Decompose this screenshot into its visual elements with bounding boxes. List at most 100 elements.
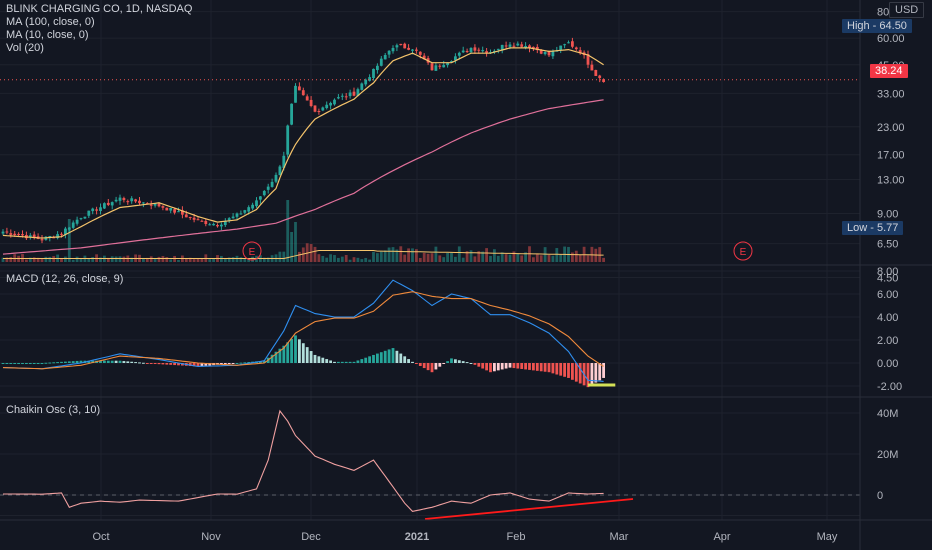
volume-bar xyxy=(9,257,13,262)
price-axis[interactable]: 4.506.509.0013.0017.0023.0033.0045.0060.… xyxy=(877,7,905,502)
volume-bar xyxy=(153,259,157,262)
candle-body xyxy=(184,214,188,218)
macd-histogram-bar xyxy=(142,362,145,364)
candle-body xyxy=(122,198,126,201)
volume-bar xyxy=(586,255,590,262)
time-axis[interactable]: Oct Nov Dec 2021 Feb Mar Apr May xyxy=(92,531,837,543)
candle-body xyxy=(532,46,535,49)
time-tick-label: 2021 xyxy=(405,531,429,543)
macd-tick-label: 4.00 xyxy=(877,312,898,324)
candle-body xyxy=(251,204,254,209)
macd-histogram-bar xyxy=(348,361,352,363)
macd-legend[interactable]: MACD (12, 26, close, 9) xyxy=(6,273,123,286)
candle-body xyxy=(461,50,465,53)
candle-body xyxy=(99,207,102,211)
volume-bar xyxy=(286,200,290,262)
volume-bars xyxy=(1,200,605,262)
volume-legend[interactable]: Vol (20) xyxy=(6,42,44,54)
chaikin-legend[interactable]: Chaikin Osc (3, 10) xyxy=(6,404,100,417)
candle-body xyxy=(578,50,582,54)
volume-bar xyxy=(99,257,102,262)
volume-bar xyxy=(161,256,165,262)
volume-bar xyxy=(446,252,449,262)
ma100-legend[interactable]: MA (100, close, 0) xyxy=(6,16,95,28)
candle-body xyxy=(543,52,547,55)
time-tick-label: Apr xyxy=(713,531,730,543)
currency-button[interactable]: USD xyxy=(889,2,925,18)
macd-histogram-bar xyxy=(516,363,520,369)
candle-body xyxy=(504,45,508,47)
macd-histogram-bar xyxy=(67,361,71,363)
macd-histogram-bar xyxy=(333,361,336,363)
candle-body xyxy=(56,234,59,239)
time-tick-label: Mar xyxy=(610,531,629,543)
candle-body xyxy=(208,224,212,226)
candle-body xyxy=(438,65,442,67)
macd-histogram-bar xyxy=(301,343,305,363)
candle-body xyxy=(48,235,52,238)
volume-bar xyxy=(465,251,469,262)
price-tick-label: 4.50 xyxy=(877,273,898,285)
macd-histogram-bar xyxy=(457,360,461,363)
earnings-marker-label: E xyxy=(740,247,747,258)
moving-average-lines xyxy=(0,47,860,255)
volume-bar xyxy=(493,249,496,262)
macd-histogram-bar xyxy=(532,363,535,371)
volume-bar xyxy=(290,232,293,262)
macd-histogram-bar xyxy=(44,362,48,364)
volume-bar xyxy=(262,257,266,262)
volume-bar xyxy=(75,256,79,262)
macd-histogram-bar xyxy=(379,352,383,363)
volume-bar xyxy=(149,256,153,262)
volume-bar xyxy=(122,256,126,262)
volume-bar xyxy=(25,259,28,262)
candle-body xyxy=(422,55,426,60)
volume-bar xyxy=(169,259,173,262)
macd-histogram-bar xyxy=(21,363,24,364)
volume-bar xyxy=(516,253,520,262)
volume-bar xyxy=(485,248,488,262)
candle-body xyxy=(106,202,110,205)
candle-body xyxy=(301,90,305,96)
price-tick-label: 60.00 xyxy=(877,33,905,45)
macd-histogram-bar xyxy=(411,361,414,363)
ma10-legend[interactable]: MA (10, close, 0) xyxy=(6,29,89,41)
candle-body xyxy=(138,200,141,204)
symbol-title[interactable]: BLINK CHARGING CO, 1D, NASDAQ xyxy=(6,3,193,15)
macd-histogram-bar xyxy=(145,363,149,364)
volume-bar xyxy=(442,257,446,262)
macd-histogram-bar xyxy=(567,363,570,378)
candle-body xyxy=(294,85,297,103)
macd-histogram-bar xyxy=(52,362,56,364)
price-tick-label: 6.50 xyxy=(877,239,898,251)
volume-bar xyxy=(520,255,524,262)
volume-bar xyxy=(411,248,414,262)
candle-body xyxy=(192,217,196,220)
volume-bar xyxy=(469,250,473,262)
candle-body xyxy=(383,55,387,60)
macd-histogram-bar xyxy=(403,356,407,363)
candle-body xyxy=(372,68,375,79)
volume-bar xyxy=(329,254,332,262)
candle-body xyxy=(352,91,356,96)
candle-body xyxy=(5,231,9,233)
candle-body xyxy=(9,233,13,235)
macd-histogram-bar xyxy=(407,359,410,363)
volume-bar xyxy=(578,254,582,262)
candle-body xyxy=(91,208,95,212)
macd-histogram-bar xyxy=(294,335,297,363)
candle-body xyxy=(255,200,258,207)
volume-bar xyxy=(165,257,169,262)
ma100-line xyxy=(2,99,604,255)
price-tick-label: 9.00 xyxy=(877,208,898,220)
candle-body xyxy=(103,203,106,209)
candle-body xyxy=(602,79,605,83)
volume-bar xyxy=(87,258,91,262)
candle-body xyxy=(173,209,176,213)
macd-histogram-bar xyxy=(223,363,227,365)
volume-bar xyxy=(266,257,270,262)
candle-body xyxy=(535,46,539,51)
